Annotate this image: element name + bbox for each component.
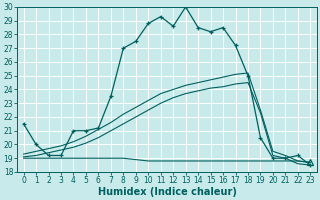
X-axis label: Humidex (Indice chaleur): Humidex (Indice chaleur)	[98, 187, 236, 197]
